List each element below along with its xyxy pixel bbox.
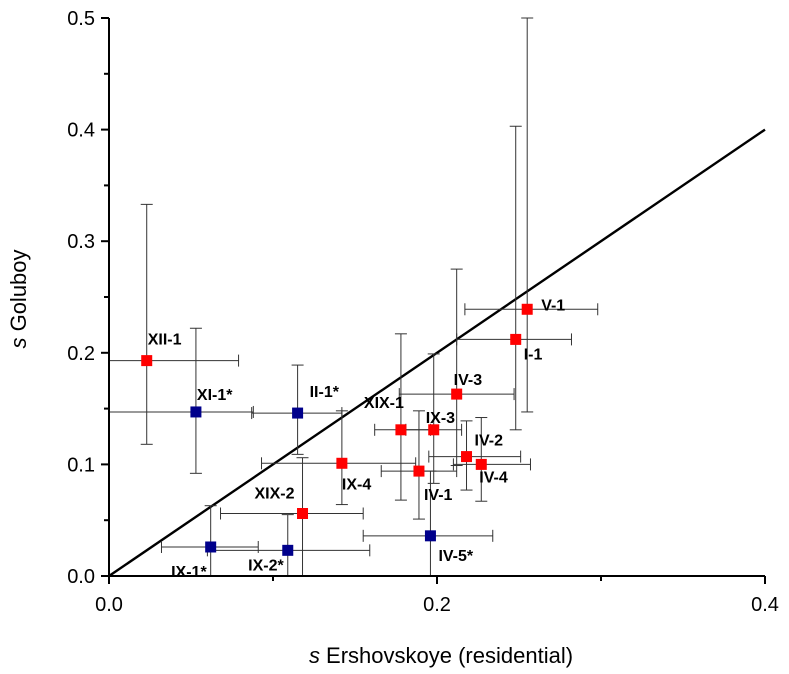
y-axis-title-italic: s xyxy=(6,338,31,349)
marker-IV-5* xyxy=(424,530,436,542)
point-label-II-1*: II-1* xyxy=(310,384,340,401)
marker-IX-1* xyxy=(205,541,217,553)
x-tick-label: 0.0 xyxy=(95,594,123,616)
marker-XIX-1 xyxy=(395,424,407,436)
y-tick-label: 0.5 xyxy=(67,8,95,30)
marker-IV-2 xyxy=(461,451,473,463)
y-tick-label: 0.1 xyxy=(67,454,95,476)
point-label-XII-1: XII-1 xyxy=(148,332,182,349)
marker-IX-4 xyxy=(336,457,348,469)
point-label-XIX-1: XIX-1 xyxy=(364,395,404,412)
point-label-IV-2: IV-2 xyxy=(475,433,504,450)
x-axis-title: s Ershovskoye (residential) xyxy=(309,643,573,668)
x-tick-label: 0.2 xyxy=(423,594,451,616)
point-label-IV-3: IV-3 xyxy=(454,372,483,389)
marker-II-1* xyxy=(292,407,304,419)
x-axis-title-text: Ershovskoye (residential) xyxy=(320,643,573,668)
marker-XI-1* xyxy=(190,406,202,418)
point-label-IV-4: IV-4 xyxy=(479,469,508,486)
point-label-IX-4: IX-4 xyxy=(342,476,371,493)
error-bar-XII-1 xyxy=(109,203,240,445)
marker-IV-4 xyxy=(475,458,487,470)
y-tick-label: 0.2 xyxy=(67,343,95,365)
marker-XIX-2 xyxy=(297,508,309,520)
identity-line xyxy=(108,128,766,577)
point-label-IV-1: IV-1 xyxy=(424,487,453,504)
point-labels-group: XII-1 XI-1* II-1* XIX-1 IX-3 IV-3 V-1 I-1 IX-4 IV… xyxy=(148,297,566,581)
markers-group xyxy=(141,303,533,556)
point-label-IX-2*: IX-2* xyxy=(248,557,284,574)
marker-I-1 xyxy=(510,333,522,345)
marker-V-1 xyxy=(521,303,533,315)
axes-group: 0.0 0.2 0.4 0.0 0.1 0.2 0.3 0.4 0.5 xyxy=(67,8,779,616)
error-bars-group xyxy=(109,17,599,576)
marker-IV-3 xyxy=(451,388,463,400)
point-label-IX-3: IX-3 xyxy=(426,410,455,427)
point-label-IV-5*: IV-5* xyxy=(438,548,473,565)
y-tick-label: 0.3 xyxy=(67,231,95,253)
point-label-IX-1*: IX-1* xyxy=(171,564,207,581)
y-axis-title-text: Goluboy xyxy=(6,249,31,337)
marker-IV-1 xyxy=(413,465,425,477)
x-tick-label: 0.4 xyxy=(751,594,779,616)
marker-IX-2* xyxy=(282,544,294,556)
marker-IX-3 xyxy=(428,424,440,436)
error-bar-XI-1* xyxy=(109,327,254,474)
marker-XII-1 xyxy=(141,355,153,367)
y-axis-title: s Goluboy xyxy=(6,249,31,348)
identity-line-group xyxy=(108,128,766,577)
y-tick-label: 0.4 xyxy=(67,120,95,142)
point-label-XIX-2: XIX-2 xyxy=(255,486,295,503)
x-axis-title-italic: s xyxy=(309,643,320,668)
point-label-XI-1*: XI-1* xyxy=(197,387,233,404)
y-tick-label: 0.0 xyxy=(67,566,95,588)
point-label-I-1: I-1 xyxy=(524,346,543,363)
point-label-V-1: V-1 xyxy=(541,297,565,314)
